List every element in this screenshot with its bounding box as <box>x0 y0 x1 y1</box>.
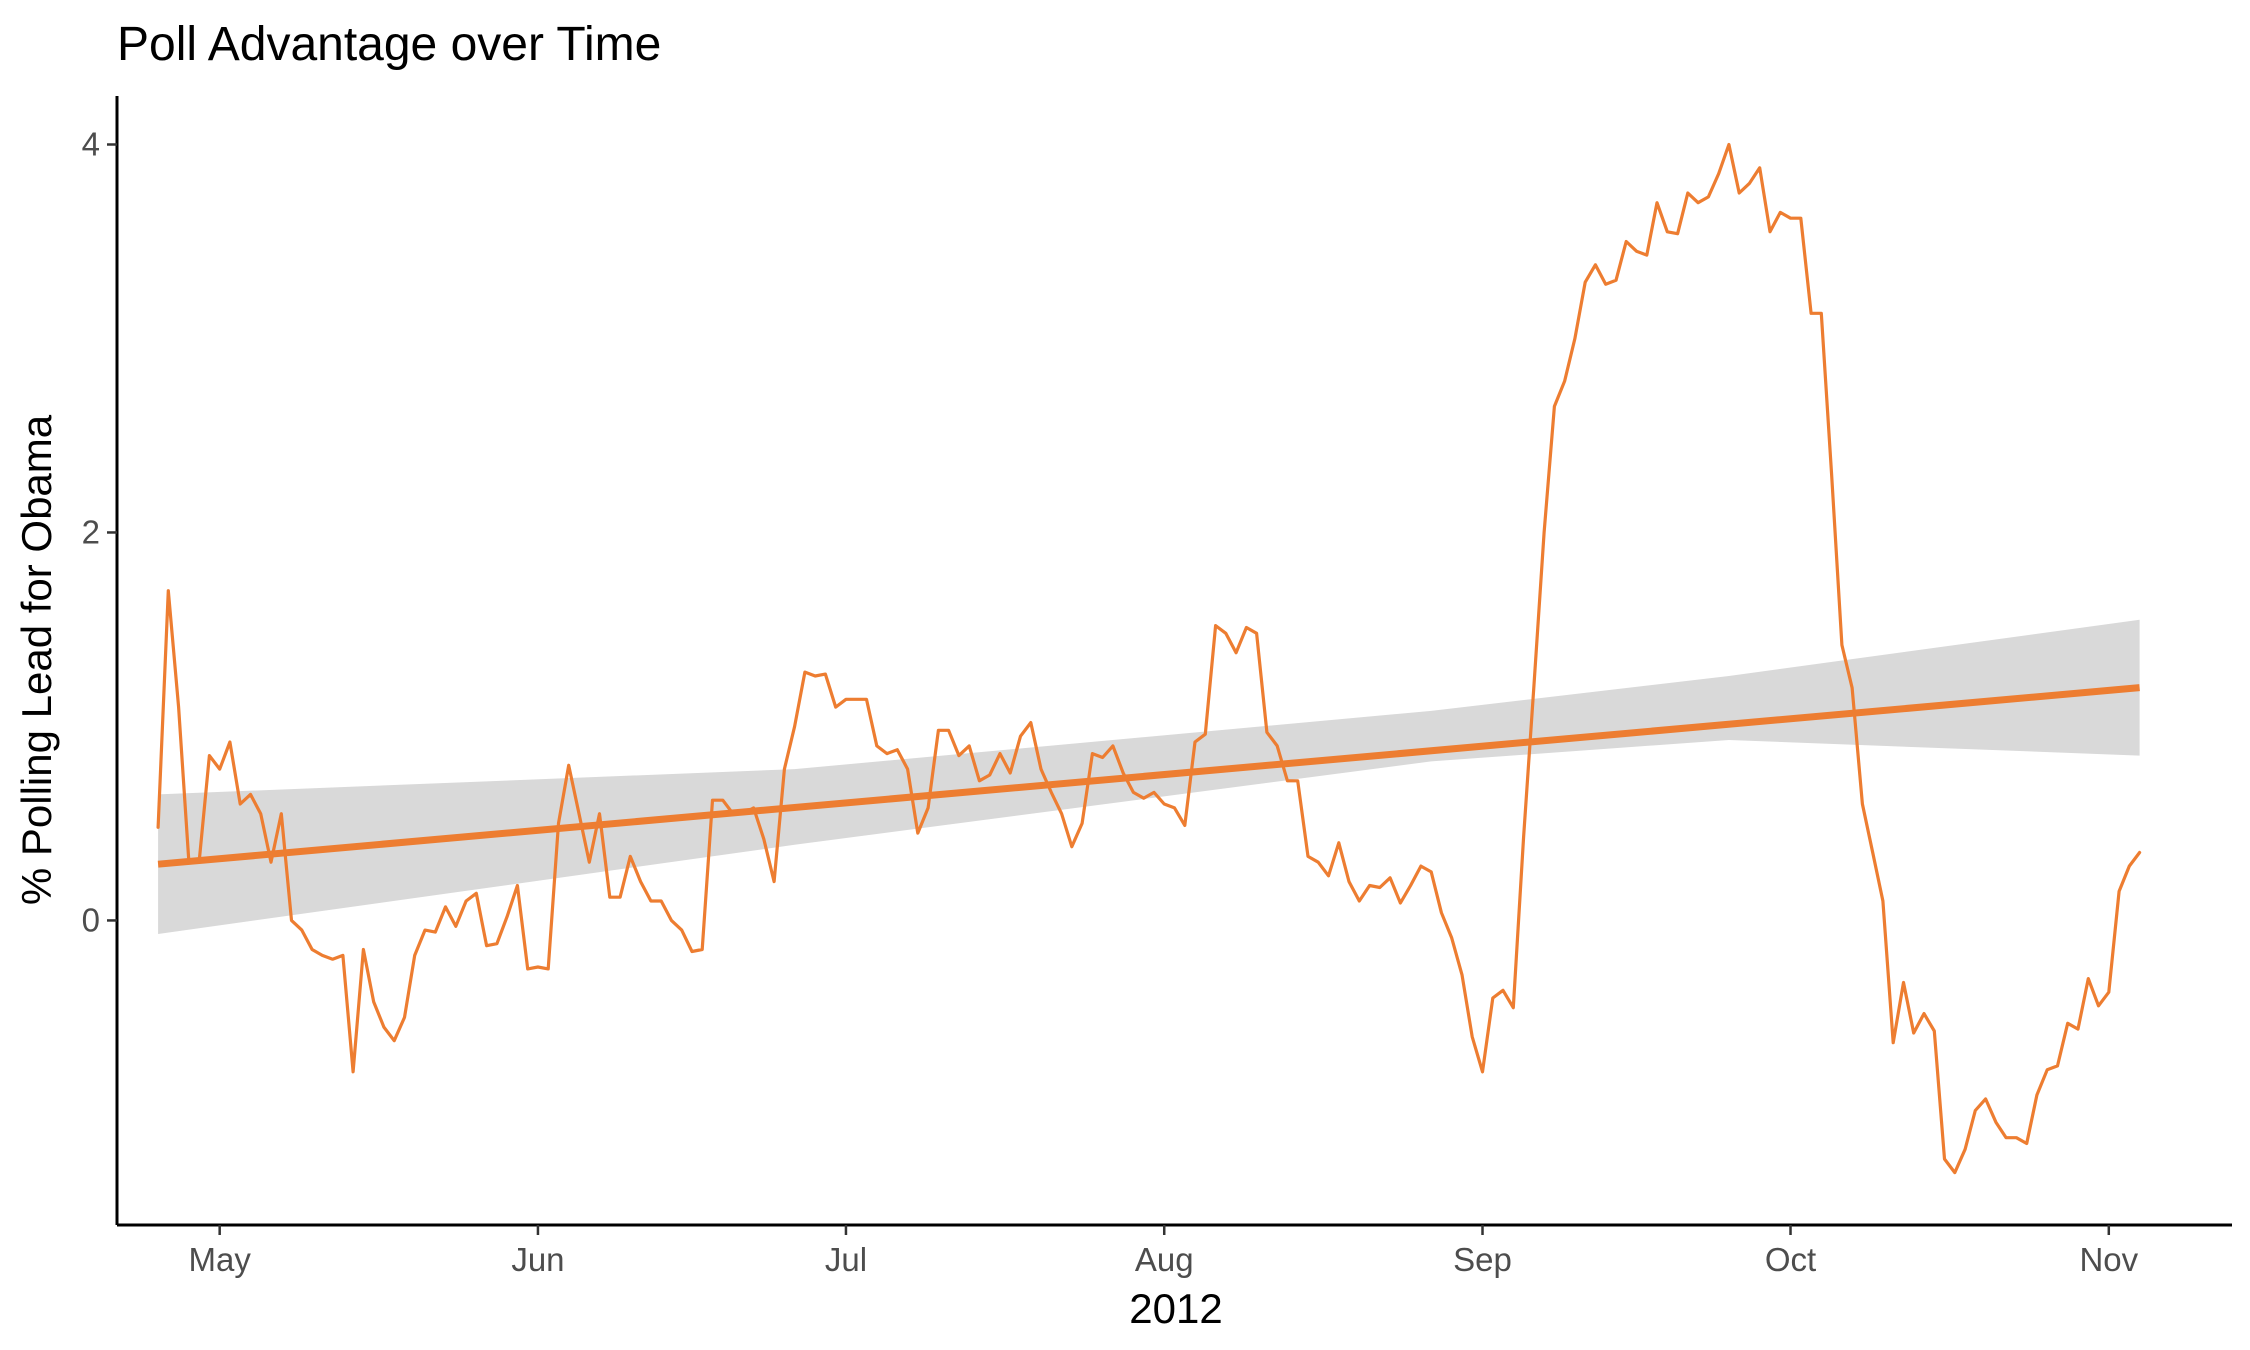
poll-lead-line <box>156 142 2142 1175</box>
x-axis-title: 2012 <box>1129 1285 1222 1332</box>
y-tick-label: 0 <box>82 901 100 938</box>
plot-panel <box>156 142 2142 1175</box>
x-tick-label: Oct <box>1765 1241 1816 1278</box>
y-axis-title: % Polling Lead for Obama <box>13 414 60 905</box>
x-tick-label: Jun <box>511 1241 564 1278</box>
x-axis-ticks: May Jun Jul Aug Sep Oct Nov <box>188 1225 2139 1278</box>
x-tick-label: Jul <box>825 1241 867 1278</box>
y-tick-label: 2 <box>82 513 100 550</box>
x-tick-label: Aug <box>1135 1241 1194 1278</box>
chart-title: Poll Advantage over Time <box>117 18 661 71</box>
x-tick-label: Nov <box>2079 1241 2138 1278</box>
linear-trend-line <box>157 684 2140 868</box>
x-tick-label: Sep <box>1453 1241 1512 1278</box>
x-tick-label: May <box>188 1241 251 1278</box>
y-axis-ticks: 0 2 4 <box>82 125 117 938</box>
y-tick-label: 4 <box>82 125 100 162</box>
